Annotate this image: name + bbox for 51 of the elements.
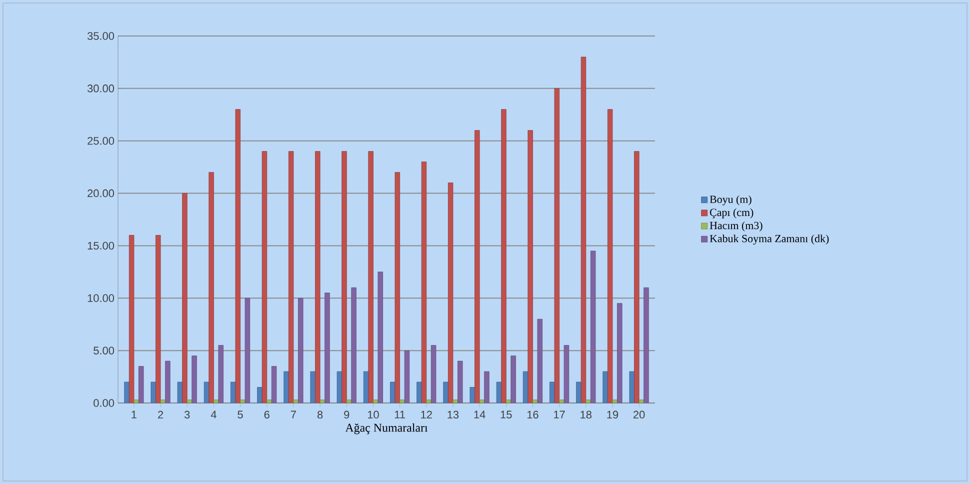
y-tick-label: 15.00 bbox=[88, 242, 114, 250]
x-tick-label: 14 bbox=[474, 410, 486, 418]
bar bbox=[208, 172, 214, 403]
y-tick-label: 10.00 bbox=[88, 294, 114, 302]
x-tick-label: 12 bbox=[421, 410, 432, 418]
x-tick-label: 19 bbox=[607, 410, 618, 419]
legend-label: Çapı (cm) bbox=[710, 208, 754, 218]
bar bbox=[284, 371, 289, 403]
x-tick-label: 20 bbox=[634, 410, 645, 419]
x-tick-label: 9 bbox=[344, 410, 350, 419]
bar bbox=[182, 193, 188, 403]
x-tick-label: 2 bbox=[158, 410, 164, 418]
bar bbox=[342, 151, 347, 403]
bar bbox=[602, 371, 608, 403]
bar bbox=[443, 382, 448, 403]
bar bbox=[324, 292, 330, 403]
x-tick-label: 13 bbox=[448, 410, 459, 419]
x-tick-label: 17 bbox=[554, 410, 565, 418]
x-tick-label: 4 bbox=[210, 410, 216, 418]
y-tick-label: 20.00 bbox=[88, 189, 114, 198]
bar bbox=[165, 360, 170, 403]
x-tick-label: 15 bbox=[500, 410, 512, 418]
y-tick-label: 35.00 bbox=[87, 32, 114, 40]
legend-label: Boyu (m) bbox=[710, 195, 752, 206]
bar bbox=[416, 382, 422, 403]
bar bbox=[501, 109, 506, 403]
y-tick-label: 30.00 bbox=[87, 84, 114, 92]
x-tick-label: 16 bbox=[527, 410, 538, 419]
legend-label: Hacım (m3) bbox=[710, 222, 762, 232]
x-tick-label: 7 bbox=[290, 410, 296, 418]
x-tick-label: 10 bbox=[368, 410, 379, 419]
bar bbox=[484, 371, 490, 403]
x-tick-label: 8 bbox=[317, 410, 323, 419]
bar bbox=[257, 387, 262, 403]
y-tick-label: 25.00 bbox=[88, 136, 114, 145]
legend-label: Kabuk Soyma Zamanı (dk) bbox=[710, 234, 829, 245]
x-tick-label: 6 bbox=[264, 410, 270, 419]
x-tick-label: 3 bbox=[184, 410, 190, 419]
y-tick-label: 5.00 bbox=[94, 346, 114, 354]
x-axis-title: Ağaç Numaraları bbox=[345, 423, 428, 434]
x-tick-label: 11 bbox=[394, 410, 405, 418]
bar bbox=[510, 356, 516, 403]
x-tick-label: 18 bbox=[580, 410, 592, 419]
y-tick-label: 0.00 bbox=[94, 399, 114, 407]
bar bbox=[192, 356, 197, 403]
bar bbox=[124, 382, 130, 403]
x-tick-label: 1 bbox=[132, 410, 136, 418]
bar bbox=[644, 287, 649, 403]
bar bbox=[576, 382, 582, 403]
x-tick-label: 5 bbox=[238, 410, 243, 418]
bar bbox=[351, 287, 356, 403]
